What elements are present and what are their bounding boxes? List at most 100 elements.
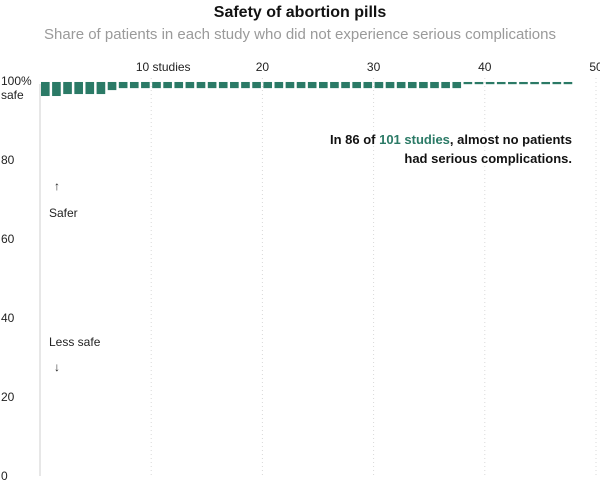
study-mark: [463, 81, 473, 85]
study-mark: [41, 89, 50, 93]
study-mark: [152, 81, 161, 85]
study-mark: [163, 83, 172, 87]
study-mark: [85, 85, 95, 89]
x-tick-label: 20: [256, 60, 270, 74]
annotation-prefix: In 86 of: [329, 132, 380, 147]
study-mark: [118, 85, 128, 89]
y-tick-label: 0: [1, 469, 8, 483]
study-mark: [85, 83, 95, 87]
study-mark: [452, 85, 462, 89]
study-mark: [363, 81, 373, 85]
study-mark: [452, 83, 462, 87]
study-mark: [107, 81, 117, 85]
study-mark: [185, 83, 195, 87]
study-mark: [374, 83, 384, 87]
y-tick-label: 100%: [1, 74, 32, 88]
study-mark: [330, 83, 339, 87]
study-mark: [241, 81, 250, 85]
study-mark: [385, 85, 395, 89]
x-tick-label: 50: [589, 60, 600, 74]
annotation-suffix: , almost no patients: [449, 132, 572, 147]
study-mark: [41, 83, 50, 87]
study-mark: [385, 81, 395, 85]
chart-subtitle: Share of patients in each study who did …: [44, 26, 556, 43]
study-mark: [496, 81, 506, 85]
study-mark: [118, 81, 128, 85]
study-mark: [85, 87, 95, 91]
study-mark: [152, 85, 161, 89]
study-mark: [163, 81, 172, 85]
annotation-highlight: 101 studies: [379, 132, 450, 147]
study-mark: [441, 83, 450, 87]
study-mark: [41, 87, 50, 91]
study-mark: [419, 85, 428, 89]
study-mark: [74, 89, 83, 93]
y-tick-label: 80: [1, 153, 15, 167]
study-mark: [230, 85, 239, 89]
study-mark: [407, 81, 417, 85]
study-mark: [352, 85, 361, 89]
study-mark: [118, 83, 128, 87]
study-mark: [341, 85, 350, 89]
study-mark: [363, 85, 373, 89]
y-tick-sublabel: safe: [1, 88, 24, 102]
study-mark: [163, 85, 172, 89]
study-mark: [52, 85, 61, 89]
study-mark: [107, 83, 117, 87]
study-mark: [307, 83, 317, 87]
study-mark: [341, 83, 350, 87]
study-mark: [407, 83, 417, 87]
study-mark: [319, 85, 328, 89]
study-mark: [541, 81, 551, 85]
study-mark: [396, 83, 406, 87]
study-mark: [352, 83, 361, 87]
study-mark: [452, 81, 462, 85]
study-mark: [129, 85, 139, 89]
study-mark: [129, 83, 139, 87]
study-mark: [274, 81, 284, 85]
study-mark: [474, 81, 484, 85]
study-mark: [63, 89, 72, 93]
study-mark: [330, 85, 339, 89]
study-mark: [141, 81, 150, 85]
study-mark: [41, 93, 50, 97]
study-mark: [196, 85, 206, 89]
study-mark: [430, 81, 439, 85]
study-mark: [419, 83, 428, 87]
study-mark: [74, 87, 83, 91]
y-tick-label: 40: [1, 311, 15, 325]
study-mark: [352, 81, 361, 85]
study-mark: [218, 83, 228, 87]
chart-annotation: In 86 of 101 studies, almost no patients…: [272, 130, 572, 168]
study-mark: [274, 85, 284, 89]
study-mark: [274, 83, 284, 87]
study-mark: [185, 85, 195, 89]
study-mark: [241, 83, 250, 87]
study-mark: [252, 85, 261, 89]
study-mark: [396, 85, 406, 89]
study-mark: [196, 83, 206, 87]
study-mark: [207, 85, 217, 89]
study-mark: [74, 83, 83, 87]
y-tick-label: 20: [1, 390, 15, 404]
study-mark: [63, 81, 72, 85]
study-mark: [96, 87, 106, 91]
study-mark: [174, 85, 184, 89]
study-mark: [307, 81, 317, 85]
study-mark: [296, 81, 306, 85]
study-mark: [52, 83, 61, 87]
study-mark: [285, 85, 295, 89]
study-mark: [152, 83, 161, 87]
study-mark: [385, 83, 395, 87]
x-tick-label: 30: [367, 60, 381, 74]
study-mark: [296, 85, 306, 89]
study-mark: [63, 85, 72, 89]
study-mark: [396, 81, 406, 85]
study-mark: [141, 83, 150, 87]
study-mark: [285, 83, 295, 87]
study-mark: [96, 81, 106, 85]
study-mark: [319, 81, 328, 85]
study-mark: [407, 85, 417, 89]
study-mark: [52, 91, 61, 95]
study-mark: [263, 83, 273, 87]
